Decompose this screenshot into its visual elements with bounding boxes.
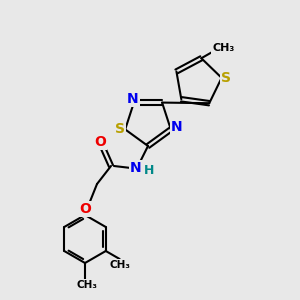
Text: CH₃: CH₃ [76, 280, 98, 290]
Text: O: O [79, 202, 91, 216]
Text: N: N [130, 161, 142, 175]
Text: N: N [171, 120, 183, 134]
Text: O: O [94, 135, 106, 149]
Text: CH₃: CH₃ [212, 43, 235, 53]
Text: S: S [220, 71, 231, 85]
Text: N: N [127, 92, 139, 106]
Text: H: H [144, 164, 154, 178]
Text: CH₃: CH₃ [109, 260, 130, 270]
Text: S: S [115, 122, 125, 136]
